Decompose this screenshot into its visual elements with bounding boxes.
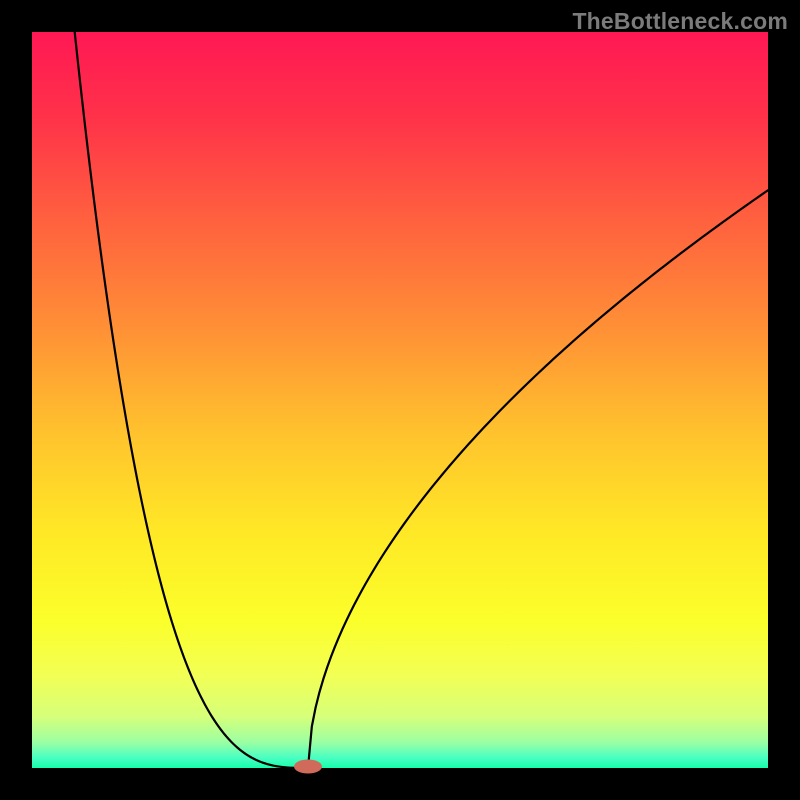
plot-background	[32, 32, 768, 768]
minimum-marker	[294, 760, 322, 774]
watermark-text: TheBottleneck.com	[572, 8, 788, 35]
chart-container: TheBottleneck.com	[0, 0, 800, 800]
bottleneck-curve-chart	[0, 0, 800, 800]
